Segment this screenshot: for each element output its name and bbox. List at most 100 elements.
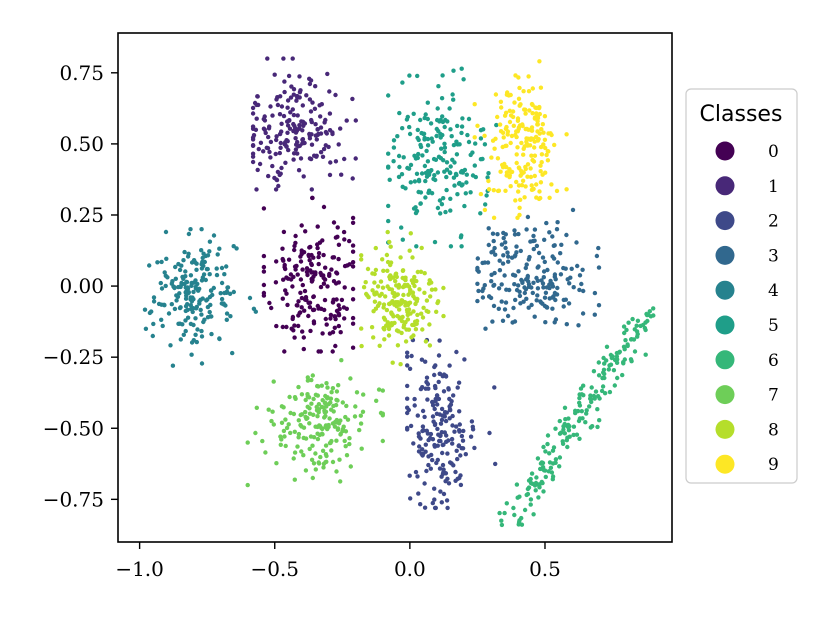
data-point-class-4 (197, 286, 202, 291)
data-point-class-3 (476, 288, 481, 294)
data-point-class-0 (307, 245, 312, 250)
data-point-class-6 (579, 409, 584, 414)
data-point-class-9 (523, 107, 528, 112)
legend-marker-4 (715, 280, 735, 300)
data-point-class-5 (450, 92, 455, 97)
data-point-class-3 (505, 250, 510, 255)
data-point-class-9 (523, 184, 528, 189)
data-point-class-4 (230, 350, 235, 356)
data-point-class-4 (205, 253, 211, 258)
data-point-class-2 (447, 407, 453, 412)
data-point-class-7 (361, 392, 366, 397)
data-point-class-2 (433, 396, 438, 402)
data-point-class-2 (432, 444, 438, 449)
data-point-class-5 (440, 114, 445, 119)
data-point-class-7 (271, 422, 276, 427)
data-point-class-8 (397, 307, 402, 312)
data-point-class-8 (398, 255, 403, 260)
data-point-class-2 (493, 461, 498, 467)
data-point-class-7 (323, 452, 329, 457)
data-point-class-3 (523, 265, 528, 271)
data-point-class-6 (534, 475, 539, 480)
data-point-class-4 (188, 303, 193, 308)
data-point-class-6 (588, 396, 593, 401)
data-point-class-3 (480, 295, 486, 300)
data-point-class-4 (147, 263, 152, 268)
data-point-class-0 (336, 313, 342, 318)
data-point-class-4 (162, 303, 167, 308)
data-point-class-8 (382, 317, 388, 322)
data-point-class-4 (224, 264, 229, 269)
data-point-class-8 (407, 248, 412, 253)
data-point-class-0 (327, 331, 333, 336)
y-tick-label: −0.75 (43, 487, 104, 511)
data-point-class-1 (312, 106, 318, 112)
data-point-class-2 (408, 496, 413, 501)
data-point-class-5 (462, 203, 467, 209)
data-point-class-5 (429, 191, 435, 196)
data-point-class-3 (550, 284, 556, 289)
data-point-class-7 (329, 390, 334, 395)
data-point-class-0 (342, 285, 347, 290)
data-point-class-1 (300, 137, 305, 142)
data-point-class-1 (279, 121, 284, 127)
data-point-class-2 (439, 406, 445, 412)
data-point-class-4 (228, 314, 233, 319)
data-point-class-8 (405, 317, 411, 322)
data-point-class-7 (311, 396, 316, 402)
data-point-class-8 (380, 285, 386, 290)
data-point-class-9 (486, 178, 491, 184)
data-point-class-0 (328, 312, 334, 318)
data-point-class-2 (455, 456, 460, 462)
data-point-class-7 (380, 388, 385, 393)
data-point-class-8 (373, 306, 379, 311)
data-point-class-4 (214, 266, 219, 271)
data-point-class-8 (428, 294, 433, 299)
data-point-class-2 (407, 366, 413, 371)
data-point-class-0 (282, 264, 287, 270)
data-point-class-4 (193, 316, 198, 321)
data-point-class-2 (412, 403, 417, 408)
data-point-class-8 (441, 285, 446, 291)
data-point-class-3 (548, 278, 553, 284)
data-point-class-0 (296, 323, 301, 329)
data-point-class-3 (516, 231, 521, 237)
data-point-class-5 (448, 208, 453, 213)
data-point-class-6 (566, 425, 571, 430)
data-point-class-4 (227, 291, 233, 296)
data-point-class-5 (454, 172, 459, 178)
data-point-class-3 (497, 268, 503, 273)
data-point-class-2 (455, 385, 460, 390)
data-point-class-6 (600, 384, 606, 389)
data-point-class-1 (250, 111, 256, 116)
data-point-class-8 (382, 327, 387, 332)
data-point-class-3 (542, 237, 547, 242)
data-point-class-7 (344, 403, 349, 409)
data-point-class-5 (387, 177, 392, 182)
data-point-class-3 (502, 273, 507, 278)
data-point-class-5 (399, 172, 405, 177)
data-point-class-2 (422, 505, 428, 510)
data-point-class-3 (520, 279, 525, 284)
data-point-class-6 (634, 329, 640, 334)
data-point-class-8 (372, 292, 377, 297)
data-point-class-7 (307, 421, 312, 426)
data-point-class-6 (504, 501, 509, 506)
data-point-class-6 (638, 323, 643, 329)
data-point-class-3 (492, 282, 497, 288)
data-point-class-2 (408, 423, 414, 429)
data-point-class-8 (429, 287, 435, 292)
data-point-class-7 (340, 400, 345, 405)
data-point-class-3 (545, 267, 550, 273)
data-point-class-5 (442, 169, 447, 174)
data-point-class-4 (169, 302, 174, 307)
data-point-class-0 (311, 294, 316, 299)
data-point-class-0 (309, 270, 314, 275)
data-point-class-1 (268, 139, 274, 145)
data-point-class-7 (291, 411, 297, 417)
data-point-class-3 (558, 272, 564, 277)
data-point-class-5 (416, 177, 422, 183)
data-point-class-2 (445, 505, 450, 511)
data-point-class-0 (304, 266, 310, 271)
data-point-class-2 (416, 491, 421, 496)
